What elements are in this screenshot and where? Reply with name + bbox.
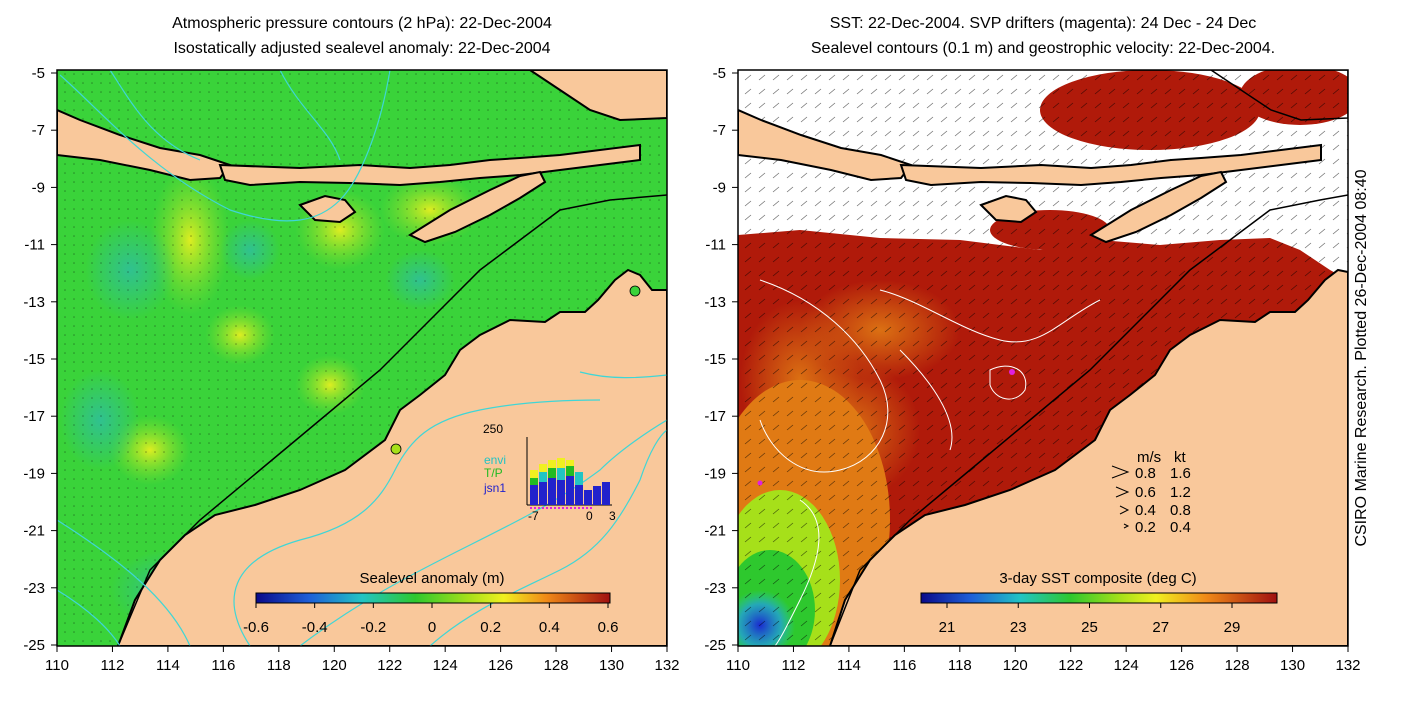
right-xtick-label: 118 [948,657,972,674]
left-ytick-label: -15 [23,351,45,368]
left-colorbar-tick-label: 0.4 [539,619,560,636]
velocity-key-row3-kt: 0.4 [1170,519,1191,536]
left-xtick-label: 120 [322,657,347,674]
left-ytick-label: -23 [23,580,45,597]
right-colorbar-tick-label: 29 [1224,619,1241,636]
right-ytick-label: -15 [704,351,726,368]
right-xtick-label: 112 [781,657,805,674]
altimeter-inset: 250 envi T/P jsn1 [483,422,616,523]
left-ytick-label: -9 [32,179,45,196]
velocity-key-kt-header: kt [1174,449,1187,466]
left-colorbar-tick-label: 0 [428,619,436,636]
side-credit: CSIRO Marine Research. Plotted 26-Dec-20… [1353,169,1370,546]
right-colorbar-label: 3-day SST composite (deg C) [999,570,1196,587]
inset-bars [530,458,610,509]
right-xtick-label: 124 [1114,657,1139,674]
right-xtick-label: 130 [1280,657,1305,674]
right-title-line1: SST: 22-Dec-2004. SVP drifters (magenta)… [830,15,1257,32]
right-colorbar-tick-label: 27 [1152,619,1169,636]
left-ytick-label: -25 [23,637,45,654]
inset-xtick-0: -7 [528,509,539,523]
velocity-key-row3-ms: 0.2 [1135,519,1156,536]
velocity-key-row0-ms: 0.8 [1135,465,1156,482]
right-xtick-label: 126 [1169,657,1194,674]
right-xtick-label: 132 [1335,657,1360,674]
left-colorbar: Sealevel anomaly (m) -0.6 -0.4 -0.2 0 0.2 0.4… [243,570,618,636]
inset-legend-1: T/P [484,466,503,480]
left-xtick-label: 126 [488,657,513,674]
velocity-key-row0-kt: 1.6 [1170,465,1191,482]
velocity-key-row1-ms: 0.6 [1135,484,1156,501]
left-ytick-label: -13 [23,294,45,311]
inset-xtick-1: 0 [586,509,593,523]
right-xtick-label: 116 [892,657,916,674]
inset-ymax-label: 250 [483,422,503,436]
left-ytick-label: -11 [24,237,45,254]
left-ytick-label: -21 [23,523,45,540]
right-ytick-label: -19 [704,465,726,482]
left-colorbar-tick-label: 0.2 [480,619,501,636]
right-colorbar: 3-day SST composite (deg C) 21 23 25 27 29 [920,570,1278,636]
right-map [738,70,1348,646]
left-xtick-label: 116 [211,657,235,674]
left-xtick-label: 128 [544,657,569,674]
left-title-line1: Atmospheric pressure contours (2 hPa): 2… [172,15,552,32]
right-ytick-label: -11 [705,237,726,254]
left-ytick-label: -7 [32,122,45,139]
left-colorbar-tick-label: -0.2 [360,619,386,636]
right-ytick-label: -23 [704,580,726,597]
right-xtick-label: 128 [1225,657,1250,674]
left-xtick-label: 118 [267,657,291,674]
left-ytick-label: -17 [23,408,45,425]
right-ytick-label: -21 [704,523,726,540]
left-xtick-label: 124 [433,657,458,674]
left-title-line2: Isostatically adjusted sealevel anomaly:… [173,40,550,57]
right-ytick-label: -17 [704,408,726,425]
right-ytick-label: -9 [713,179,726,196]
right-ytick-label: -7 [713,122,726,139]
inset-xtick-2: 3 [609,509,616,523]
velocity-key: m/s kt 0.8 1.6 0.6 1.2 0.4 0.8 0.2 0.4 [1111,449,1191,536]
right-ytick-label: -13 [704,294,726,311]
right-xtick-label: 110 [726,657,750,674]
right-ytick-label: -25 [704,637,726,654]
left-colorbar-tick-label: -0.6 [243,619,269,636]
left-xtick-label: 130 [599,657,624,674]
left-map [57,70,667,646]
left-colorbar-tick-label: 0.6 [598,619,619,636]
inset-legend-0: envi [484,453,506,467]
right-colorbar-tick-label: 23 [1010,619,1027,636]
left-ytick-label: -5 [32,65,45,82]
left-xtick-label: 112 [100,657,124,674]
right-xtick-label: 120 [1003,657,1028,674]
velocity-key-ms-header: m/s [1137,449,1161,466]
right-ytick-label: -5 [713,65,726,82]
left-ytick-label: -19 [23,465,45,482]
left-xtick-label: 114 [156,657,180,674]
inset-legend-2: jsn1 [483,481,506,495]
right-colorbar-tick-label: 21 [939,619,956,636]
right-colorbar-tick-label: 25 [1081,619,1098,636]
left-xtick-label: 110 [45,657,69,674]
right-xtick-label: 122 [1058,657,1083,674]
velocity-key-row2-ms: 0.4 [1135,502,1156,519]
velocity-key-row2-kt: 0.8 [1170,502,1191,519]
left-colorbar-tick-label: -0.4 [302,619,328,636]
right-xtick-label: 114 [837,657,861,674]
right-title-line2: Sealevel contours (0.1 m) and geostrophi… [811,40,1275,57]
velocity-key-row1-kt: 1.2 [1170,484,1191,501]
left-colorbar-label: Sealevel anomaly (m) [359,570,504,587]
left-xtick-label: 132 [654,657,679,674]
left-xtick-label: 122 [377,657,402,674]
